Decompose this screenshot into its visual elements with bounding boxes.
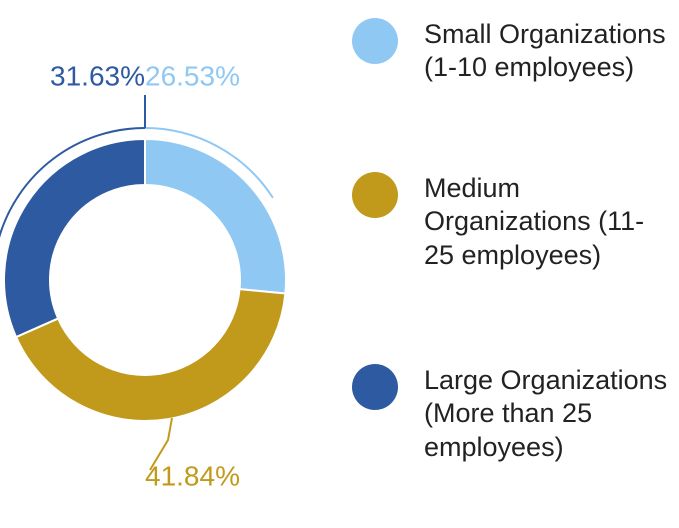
legend-label: Large Organizations (More than 25 employ… <box>424 365 668 462</box>
legend-label: Medium Organizations (11-25 employees) <box>424 173 645 270</box>
leader-line <box>149 417 173 471</box>
legend-item: Large Organizations (More than 25 employ… <box>352 364 672 464</box>
donut-segment <box>144 137 287 295</box>
leader-line <box>144 127 274 199</box>
value-label: 31.63% <box>50 60 145 91</box>
legend-swatch <box>352 364 398 410</box>
leader-line <box>0 127 146 238</box>
donut-segment <box>14 288 287 422</box>
legend-label: Small Organizations (1-10 employees) <box>424 19 666 83</box>
value-label: 26.53% <box>145 60 240 91</box>
legend-item: Small Organizations (1-10 employees) <box>352 18 672 85</box>
legend-swatch <box>352 18 398 64</box>
legend-swatch <box>352 172 398 218</box>
legend-item: Medium Organizations (11-25 employees) <box>352 172 672 272</box>
value-label: 41.84% <box>145 460 240 491</box>
donut-segment <box>3 137 146 339</box>
